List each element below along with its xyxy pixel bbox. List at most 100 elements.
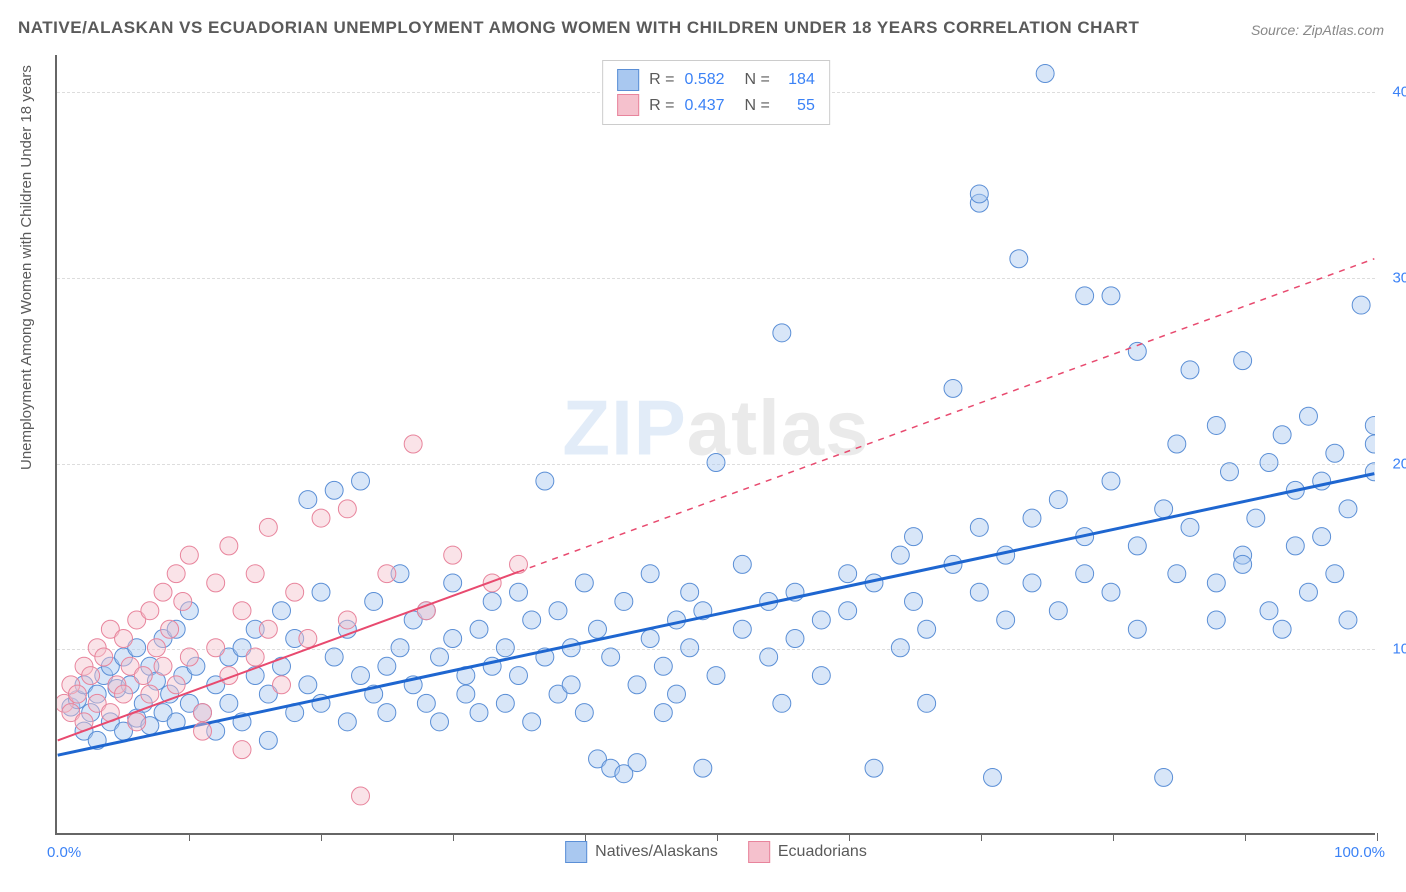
- data-point: [1286, 537, 1304, 555]
- data-point: [654, 657, 672, 675]
- data-point: [273, 676, 291, 694]
- data-point: [338, 611, 356, 629]
- y-tick-label: 30.0%: [1392, 269, 1406, 286]
- data-point: [602, 648, 620, 666]
- data-point: [378, 657, 396, 675]
- data-point: [161, 620, 179, 638]
- scatter-plot-svg: [57, 55, 1375, 833]
- data-point: [444, 574, 462, 592]
- r-value: 0.582: [685, 67, 735, 93]
- data-point: [417, 602, 435, 620]
- data-point: [1234, 352, 1252, 370]
- x-axis-end-label: 100.0%: [1334, 844, 1385, 861]
- data-point: [1102, 287, 1120, 305]
- data-point: [865, 759, 883, 777]
- correlation-stats-box: R = 0.582 N = 184 R = 0.437 N = 55: [602, 60, 830, 125]
- data-point: [839, 602, 857, 620]
- data-point: [733, 620, 751, 638]
- data-point: [299, 491, 317, 509]
- x-axis-start-label: 0.0%: [47, 844, 81, 861]
- r-value: 0.437: [685, 93, 735, 119]
- data-point: [338, 500, 356, 518]
- data-point: [167, 676, 185, 694]
- data-point: [536, 472, 554, 490]
- data-point: [325, 481, 343, 499]
- data-point: [1128, 537, 1146, 555]
- y-axis-label: Unemployment Among Women with Children U…: [18, 65, 35, 470]
- data-point: [970, 185, 988, 203]
- data-point: [1339, 500, 1357, 518]
- data-point: [1326, 444, 1344, 462]
- data-point: [1365, 435, 1375, 453]
- data-point: [299, 676, 317, 694]
- data-point: [1128, 620, 1146, 638]
- n-value: 184: [780, 67, 815, 93]
- data-point: [378, 704, 396, 722]
- x-tick: [1377, 833, 1378, 841]
- data-point: [431, 713, 449, 731]
- regression-line: [58, 474, 1375, 756]
- data-point: [246, 565, 264, 583]
- legend-swatch-icon: [617, 94, 639, 116]
- data-point: [220, 694, 238, 712]
- data-point: [707, 667, 725, 685]
- data-point: [1076, 565, 1094, 583]
- data-point: [641, 565, 659, 583]
- data-point: [1300, 407, 1318, 425]
- data-point: [628, 754, 646, 772]
- data-point: [970, 518, 988, 536]
- data-point: [786, 630, 804, 648]
- data-point: [707, 454, 725, 472]
- data-point: [68, 685, 86, 703]
- y-tick-label: 10.0%: [1392, 641, 1406, 658]
- r-label: R =: [649, 93, 674, 119]
- data-point: [944, 379, 962, 397]
- data-point: [220, 537, 238, 555]
- data-point: [1168, 565, 1186, 583]
- data-point: [891, 546, 909, 564]
- data-point: [1313, 528, 1331, 546]
- data-point: [615, 592, 633, 610]
- data-point: [496, 639, 514, 657]
- data-point: [391, 639, 409, 657]
- data-point: [1207, 574, 1225, 592]
- data-point: [115, 685, 133, 703]
- data-point: [812, 611, 830, 629]
- data-point: [575, 704, 593, 722]
- data-point: [194, 722, 212, 740]
- data-point: [1273, 426, 1291, 444]
- regression-line-extrapolated: [519, 259, 1375, 572]
- data-point: [444, 630, 462, 648]
- data-point: [628, 676, 646, 694]
- data-point: [1102, 472, 1120, 490]
- legend-item: Natives/Alaskans: [565, 841, 718, 863]
- data-point: [141, 602, 159, 620]
- data-point: [668, 611, 686, 629]
- data-point: [141, 685, 159, 703]
- data-point: [233, 602, 251, 620]
- data-point: [1326, 565, 1344, 583]
- data-point: [128, 713, 146, 731]
- data-point: [134, 667, 152, 685]
- data-point: [654, 704, 672, 722]
- data-point: [312, 583, 330, 601]
- n-label: N =: [745, 93, 770, 119]
- data-point: [839, 565, 857, 583]
- data-point: [1247, 509, 1265, 527]
- data-point: [1365, 463, 1375, 481]
- data-point: [523, 611, 541, 629]
- data-point: [510, 583, 528, 601]
- data-point: [918, 620, 936, 638]
- x-tick: [1113, 833, 1114, 841]
- data-point: [470, 704, 488, 722]
- data-point: [733, 555, 751, 573]
- legend-swatch-icon: [617, 69, 639, 91]
- data-point: [352, 787, 370, 805]
- data-point: [470, 620, 488, 638]
- x-tick: [189, 833, 190, 841]
- x-tick: [321, 833, 322, 841]
- data-point: [154, 657, 172, 675]
- data-point: [984, 768, 1002, 786]
- stats-row: R = 0.582 N = 184: [617, 67, 815, 93]
- data-point: [246, 648, 264, 666]
